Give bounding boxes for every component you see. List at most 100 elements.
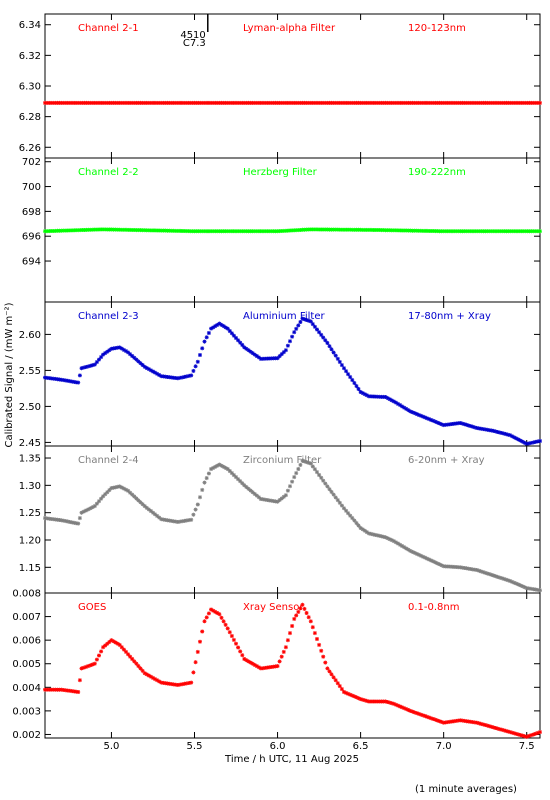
data-point <box>308 461 313 466</box>
y-tick-label: 0.006 <box>12 636 41 647</box>
data-point <box>310 625 315 630</box>
data-point <box>352 381 357 386</box>
data-point <box>325 341 330 345</box>
data-point <box>76 380 81 385</box>
panel-lyman-alpha: 6.26 6.28 6.30 6.32 6.34 Channel 2-1 Lyman-alp… <box>19 13 542 159</box>
y-tick-label: 0.004 <box>12 683 41 694</box>
data-point <box>319 332 324 337</box>
data-point <box>321 654 326 659</box>
data-point <box>331 350 336 355</box>
data-point <box>200 346 205 351</box>
data-point <box>202 619 207 624</box>
y-tick-label: 1.30 <box>19 481 41 492</box>
data-point <box>317 642 322 647</box>
panel-label: Herzberg Filter <box>243 167 318 178</box>
panel-label: Channel 2-2 <box>78 167 139 178</box>
data-point <box>425 228 429 233</box>
series-goes-xray <box>43 602 542 739</box>
data-point <box>323 660 328 665</box>
data-point <box>92 661 97 666</box>
data-point <box>298 320 303 324</box>
data-point <box>191 512 196 517</box>
data-point <box>290 479 295 484</box>
x-axis-label: Time / h UTC, 11 Aug 2025 <box>224 754 359 765</box>
data-point <box>323 481 328 486</box>
panel-label: 17-80nm + Xray <box>408 311 491 322</box>
panel-label: 190-222nm <box>408 167 466 178</box>
data-point <box>105 349 110 354</box>
data-point <box>77 678 82 683</box>
data-point <box>279 654 284 659</box>
data-point <box>288 339 292 344</box>
data-point <box>296 323 301 328</box>
data-point <box>325 666 330 671</box>
y-tick-label: 2.45 <box>19 438 41 449</box>
data-point <box>339 363 344 368</box>
data-point <box>189 373 194 378</box>
panel-label: Channel 2-3 <box>78 311 139 322</box>
y-tick-label: 6.28 <box>19 112 41 123</box>
y-tick-label: 0.007 <box>12 612 41 623</box>
y-tick-label: 6.34 <box>19 20 41 31</box>
data-point <box>290 624 295 628</box>
data-point <box>200 629 205 634</box>
data-point <box>134 661 139 666</box>
data-point <box>325 484 330 489</box>
data-point <box>329 672 334 677</box>
y-tick-label: 6.32 <box>19 51 41 62</box>
series-herzberg <box>43 227 542 234</box>
data-point <box>238 649 243 654</box>
data-point <box>250 351 255 356</box>
y-tick-label: 2.55 <box>19 366 41 377</box>
y-tick-label: 0.008 <box>12 589 41 600</box>
data-point <box>538 439 542 443</box>
data-point <box>302 606 307 611</box>
data-point <box>285 488 290 493</box>
data-point <box>346 372 351 377</box>
data-point <box>283 348 288 353</box>
data-point <box>219 615 224 620</box>
y-axis-label: Calibrated Signal / (mW m⁻²) <box>4 302 15 447</box>
y-tick-label: 6.30 <box>19 82 41 93</box>
data-point <box>231 473 236 478</box>
data-point <box>294 326 299 331</box>
y-tick-label: 698 <box>22 207 41 218</box>
panel-label: GOES <box>78 602 106 613</box>
data-point <box>296 467 301 471</box>
panel-label: Lyman-alpha Filter <box>243 23 336 34</box>
panel-label: 120-123nm <box>408 23 466 34</box>
data-point <box>193 507 198 512</box>
averaging-note: (1 minute averages) <box>415 784 517 795</box>
data-point <box>124 649 128 654</box>
data-point <box>283 493 288 498</box>
flare-marker-label: 4510 <box>180 30 205 41</box>
data-point <box>77 373 82 378</box>
data-point <box>319 475 324 480</box>
data-point <box>308 619 313 624</box>
data-point <box>538 229 542 234</box>
data-point <box>202 339 207 344</box>
data-point <box>134 357 139 362</box>
data-point <box>191 670 196 675</box>
data-point <box>312 631 317 636</box>
data-point <box>327 669 332 674</box>
data-point <box>76 521 81 526</box>
data-point <box>312 467 317 472</box>
data-point <box>204 335 209 340</box>
data-point <box>140 668 145 673</box>
series-zirconium <box>43 458 542 593</box>
data-point <box>331 492 336 497</box>
data-point <box>193 660 198 665</box>
data-point <box>221 619 226 624</box>
panel-frame <box>44 445 541 594</box>
data-point <box>103 492 108 497</box>
y-tick-label: 700 <box>22 182 41 193</box>
data-point <box>339 503 344 508</box>
x-tick-label: 7.5 <box>519 741 535 752</box>
data-point <box>350 378 355 383</box>
data-point <box>84 508 88 513</box>
data-point <box>319 648 324 653</box>
panel-frame <box>44 13 541 159</box>
x-tick-label: 6.0 <box>270 741 286 752</box>
data-point <box>198 495 202 500</box>
